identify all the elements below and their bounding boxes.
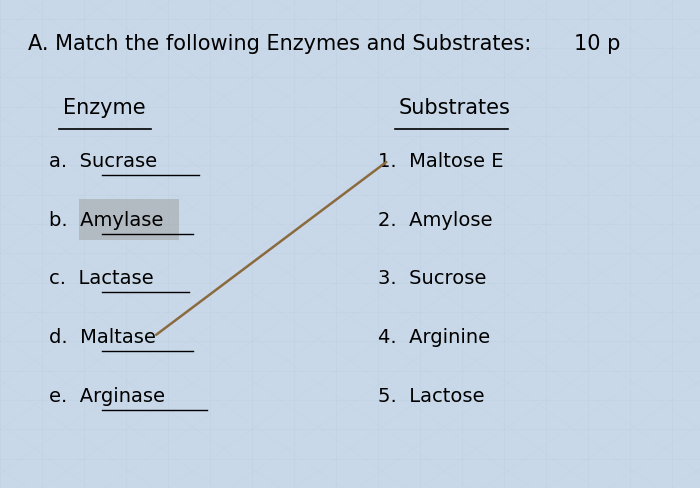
- Text: Enzyme: Enzyme: [63, 98, 146, 118]
- Text: a.  Sucrase: a. Sucrase: [49, 152, 157, 170]
- Text: d.  Maltase: d. Maltase: [49, 327, 156, 346]
- Text: 2.  Amylose: 2. Amylose: [378, 210, 493, 229]
- Text: 1.  Maltose E: 1. Maltose E: [378, 152, 503, 170]
- Text: Substrates: Substrates: [399, 98, 511, 118]
- Text: A. Match the following Enzymes and Substrates:: A. Match the following Enzymes and Subst…: [28, 34, 531, 54]
- Text: 3.  Sucrose: 3. Sucrose: [378, 269, 486, 287]
- Text: 10 p: 10 p: [574, 34, 620, 54]
- FancyBboxPatch shape: [79, 200, 178, 241]
- Text: c.  Lactase: c. Lactase: [49, 269, 153, 287]
- Text: 4.  Arginine: 4. Arginine: [378, 327, 490, 346]
- Text: e.  Arginase: e. Arginase: [49, 386, 165, 405]
- Text: b.  Amylase: b. Amylase: [49, 210, 163, 229]
- Text: 5.  Lactose: 5. Lactose: [378, 386, 484, 405]
